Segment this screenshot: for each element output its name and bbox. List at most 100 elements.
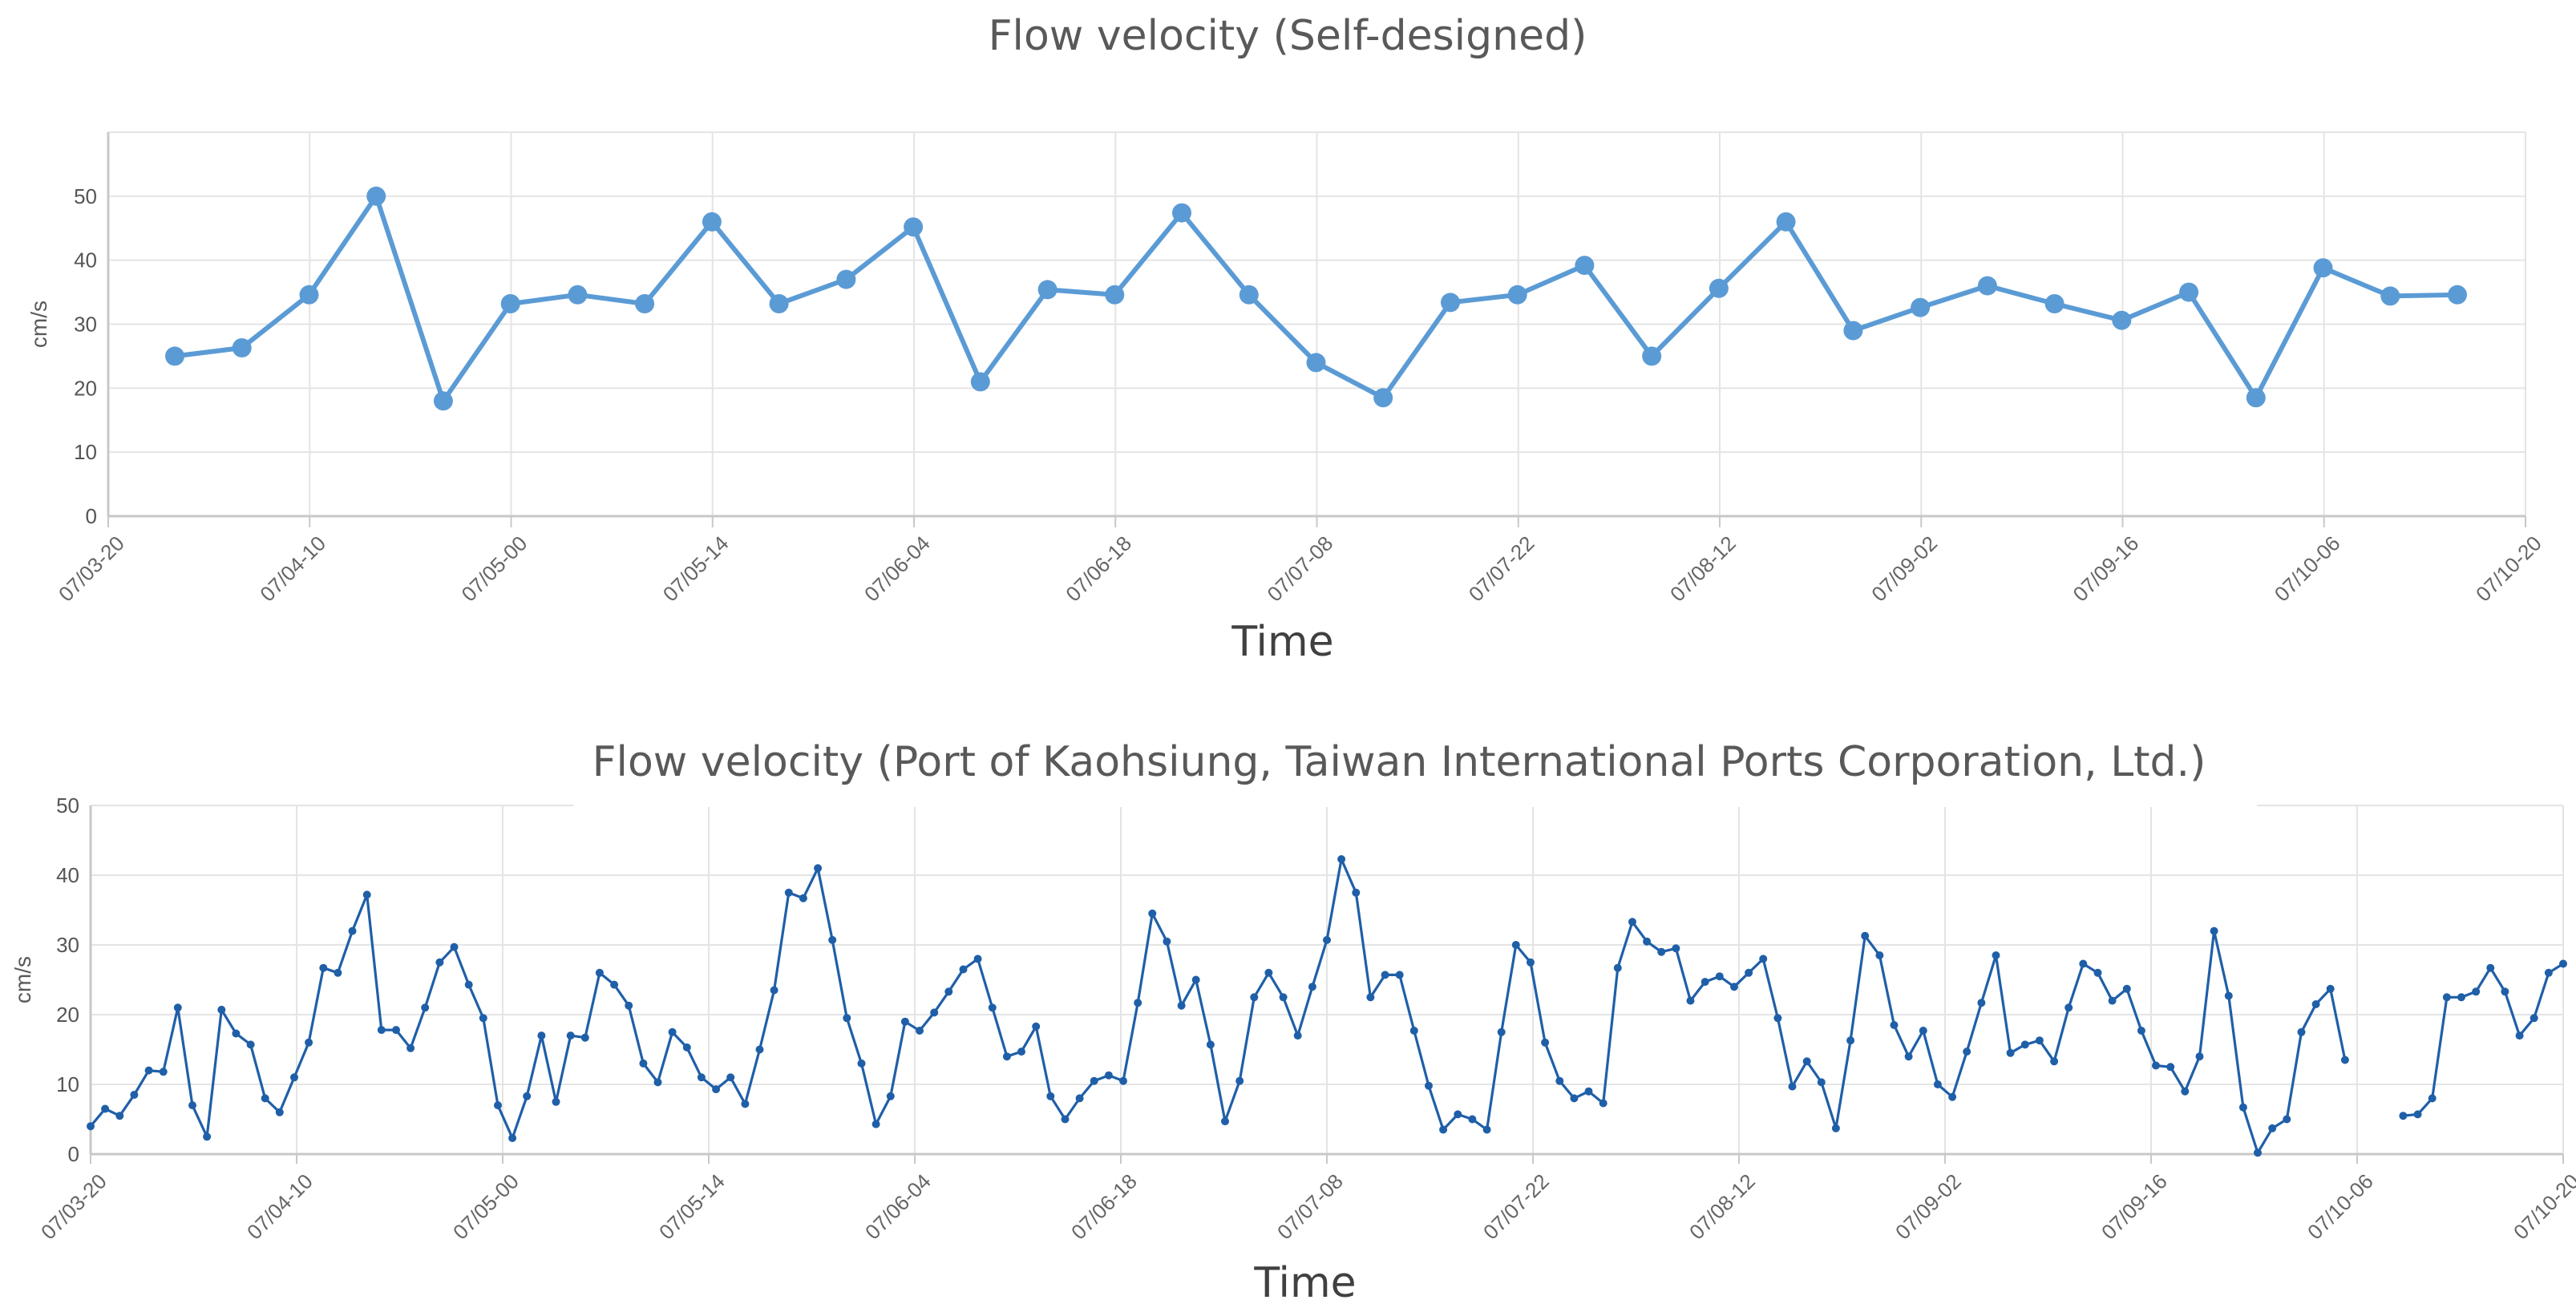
data-point bbox=[362, 890, 371, 899]
data-point bbox=[755, 1045, 764, 1054]
data-point bbox=[2064, 1003, 2073, 1012]
data-point bbox=[1817, 1078, 1826, 1087]
x-tick-label: 07/07-22 bbox=[1478, 1169, 1554, 1245]
data-point bbox=[959, 965, 968, 974]
data-point bbox=[639, 1059, 648, 1068]
data-point bbox=[682, 1043, 691, 1052]
x-tick-label: 07/05-14 bbox=[654, 1169, 730, 1245]
x-tick-label: 07/09-16 bbox=[2068, 531, 2144, 607]
data-point bbox=[2268, 1124, 2277, 1132]
data-point bbox=[2326, 984, 2335, 993]
data-point bbox=[784, 888, 793, 897]
x-tick-label: 07/04-10 bbox=[255, 531, 330, 607]
y-tick-label: 50 bbox=[56, 793, 79, 817]
x-tick-label: 07/09-02 bbox=[1891, 1169, 1966, 1245]
top-chart-series bbox=[165, 186, 2467, 411]
data-point bbox=[232, 338, 252, 357]
data-point bbox=[101, 1104, 110, 1113]
data-point bbox=[1221, 1117, 1229, 1126]
data-point bbox=[1890, 1021, 1899, 1029]
data-point bbox=[1454, 1110, 1462, 1119]
data-point bbox=[523, 1092, 532, 1100]
bottom-chart-x-label: Time bbox=[1253, 1259, 1356, 1307]
data-point bbox=[2246, 388, 2266, 408]
data-point bbox=[1425, 1081, 1433, 1090]
data-point bbox=[1352, 888, 1361, 897]
x-tick-label: 07/09-02 bbox=[1866, 531, 1942, 607]
data-point bbox=[900, 1017, 909, 1026]
y-tick-label: 40 bbox=[56, 863, 79, 887]
data-point bbox=[1599, 1099, 1607, 1108]
data-point bbox=[2122, 984, 2131, 993]
data-point bbox=[1773, 1014, 1782, 1023]
data-point bbox=[1206, 1040, 1215, 1049]
data-point bbox=[2559, 959, 2567, 968]
x-tick-label: 07/03-20 bbox=[36, 1169, 111, 1245]
data-point bbox=[2297, 1027, 2306, 1036]
data-point bbox=[433, 391, 453, 411]
data-point bbox=[87, 1122, 95, 1131]
data-point bbox=[2093, 968, 2102, 977]
data-point bbox=[275, 1108, 284, 1116]
data-point bbox=[1643, 937, 1652, 946]
y-tick-label: 20 bbox=[56, 1003, 79, 1027]
data-point bbox=[508, 1134, 517, 1142]
data-point bbox=[2020, 1040, 2029, 1049]
data-point bbox=[203, 1132, 212, 1141]
data-point bbox=[836, 269, 856, 289]
data-point bbox=[1802, 1057, 1811, 1066]
data-point bbox=[1046, 1092, 1055, 1100]
data-point bbox=[1032, 1022, 1041, 1031]
data-point bbox=[1846, 1036, 1855, 1045]
data-point bbox=[1541, 1038, 1550, 1047]
data-point bbox=[479, 1014, 487, 1023]
data-point bbox=[595, 968, 604, 977]
y-tick-label: 10 bbox=[74, 440, 97, 464]
data-point bbox=[435, 958, 444, 967]
data-point bbox=[1507, 285, 1527, 305]
data-point bbox=[2413, 1110, 2422, 1119]
data-point bbox=[1948, 1092, 1957, 1101]
data-point bbox=[1090, 1076, 1098, 1085]
data-point bbox=[1177, 1001, 1186, 1010]
data-point bbox=[2195, 1052, 2204, 1061]
data-point bbox=[217, 1005, 226, 1014]
data-point bbox=[1642, 346, 1662, 366]
data-point bbox=[566, 1031, 575, 1040]
data-point bbox=[2472, 987, 2481, 996]
data-point bbox=[2399, 1112, 2408, 1120]
data-point bbox=[2428, 1094, 2436, 1103]
data-point bbox=[712, 1085, 721, 1094]
y-tick-label: 20 bbox=[74, 376, 97, 400]
data-point bbox=[568, 285, 588, 305]
bottom-chart-y-ticks: 0 10 20 30 40 50 bbox=[56, 793, 79, 1166]
x-tick-label: 07/07-08 bbox=[1272, 1169, 1348, 1245]
data-point bbox=[702, 212, 722, 232]
y-tick-label: 50 bbox=[74, 184, 97, 208]
data-point bbox=[2152, 1061, 2160, 1070]
data-point bbox=[1279, 993, 1288, 1002]
data-point bbox=[1911, 297, 1931, 317]
data-point bbox=[726, 1073, 735, 1082]
y-tick-label: 40 bbox=[74, 248, 97, 272]
data-point bbox=[2311, 1000, 2320, 1008]
x-tick-label: 07/10-06 bbox=[2270, 531, 2345, 607]
data-point bbox=[1119, 1076, 1127, 1085]
y-tick-label: 10 bbox=[56, 1072, 79, 1096]
data-point bbox=[1788, 1082, 1797, 1091]
data-point bbox=[1843, 321, 1863, 341]
data-point bbox=[944, 987, 953, 996]
data-point bbox=[1395, 971, 1404, 979]
x-tick-label: 07/05-00 bbox=[457, 531, 532, 607]
data-point bbox=[2486, 963, 2495, 972]
data-point bbox=[319, 963, 328, 972]
data-point bbox=[1715, 972, 1724, 981]
data-point bbox=[2006, 1048, 2015, 1057]
data-point bbox=[1061, 1115, 1070, 1124]
x-tick-label: 07/03-20 bbox=[54, 531, 129, 607]
data-point bbox=[2181, 1087, 2190, 1096]
y-tick-label: 30 bbox=[74, 313, 97, 337]
data-point bbox=[392, 1026, 400, 1035]
data-point bbox=[1861, 931, 1870, 940]
